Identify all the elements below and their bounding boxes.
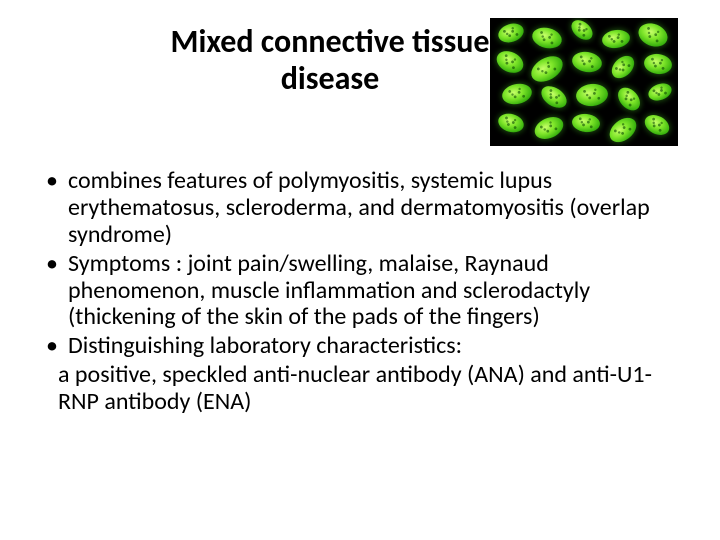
- header-region: Mixed connective tissue disease: [40, 18, 680, 138]
- cell-nucleus: [500, 81, 534, 107]
- cell-nucleus: [643, 52, 674, 76]
- ana-speckled-micrograph: [490, 18, 678, 146]
- bullet-list: combines features of polymyositis, syste…: [40, 168, 680, 360]
- cell-nucleus: [537, 82, 570, 113]
- cell-nucleus: [496, 20, 526, 45]
- cell-nucleus: [641, 111, 672, 139]
- cell-nucleus: [493, 47, 527, 77]
- body-region: combines features of polymyositis, syste…: [40, 168, 680, 416]
- cell-nucleus: [614, 83, 645, 114]
- list-item: combines features of polymyositis, syste…: [40, 168, 680, 249]
- list-item: Distinguishing laboratory characteristic…: [40, 333, 680, 360]
- cell-nucleus: [646, 80, 674, 103]
- cell-nucleus: [571, 113, 601, 134]
- cell-nucleus: [531, 113, 567, 143]
- sub-line: a positive, speckled anti-nuclear antibo…: [40, 362, 680, 416]
- cell-nucleus: [527, 51, 567, 87]
- cell-nucleus: [605, 113, 641, 146]
- cell-nucleus: [635, 19, 671, 51]
- cell-nucleus: [496, 111, 526, 135]
- cell-nucleus: [570, 50, 603, 75]
- cell-nucleus: [530, 25, 564, 52]
- slide: Mixed connective tissue disease combines…: [0, 0, 720, 540]
- cell-nucleus: [575, 82, 609, 107]
- cell-nucleus: [601, 28, 631, 50]
- page-title: Mixed connective tissue disease: [170, 24, 490, 98]
- list-item: Symptoms : joint pain/swelling, malaise,…: [40, 251, 680, 332]
- cell-nucleus: [607, 51, 638, 82]
- cell-nucleus: [568, 18, 597, 44]
